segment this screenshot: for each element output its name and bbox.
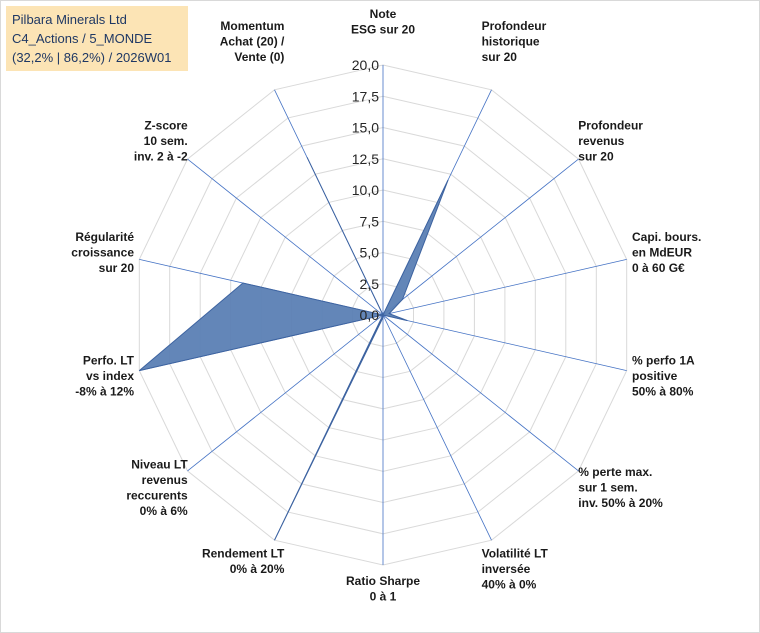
axis-spoke <box>382 158 579 316</box>
axis-label-line: inversée <box>482 562 531 576</box>
axis-label-line: vs index <box>86 369 134 383</box>
axis-label-line: ESG sur 20 <box>351 23 415 37</box>
axis-label-line: Ratio Sharpe <box>346 574 420 588</box>
axis-label-line: en MdEUR <box>632 245 692 259</box>
axis-label-line: reccurents <box>126 488 188 502</box>
tick-label: 20,0 <box>352 57 379 73</box>
axis-label-line: sur 1 sem. <box>578 481 637 495</box>
axis-label-line: historique <box>482 35 540 49</box>
tick-label: 10,0 <box>352 182 379 198</box>
tick-label: 2,5 <box>360 276 380 292</box>
axis-label: Ratio Sharpe 0 à 1 <box>346 574 420 604</box>
tick-labels: 0,0 2,5 5,0 7,5 10,0 12,5 15,0 17,5 20,0 <box>352 57 379 323</box>
axis-label-line: Rendement LT <box>202 547 285 561</box>
axis-label: Rendement LT0% à 20% <box>202 547 285 577</box>
title-category: C4_Actions / 5_MONDE <box>12 31 153 46</box>
tick-label: 0,0 <box>360 307 380 323</box>
axis-spoke <box>187 158 384 316</box>
axis-label-line: Volatilité LT <box>482 547 549 561</box>
axis-label-line: % perfo 1A <box>632 354 695 368</box>
axis-label-line: Profondeur <box>578 118 643 132</box>
axis-label-line: positive <box>632 369 678 383</box>
axis-label-line: 10 sem. <box>144 134 188 148</box>
tick-label: 15,0 <box>352 120 379 136</box>
axis-label: Note ESG sur 20 <box>351 7 415 37</box>
axis-label-line: Profondeur <box>482 19 547 33</box>
axis-spoke <box>382 314 627 371</box>
tick-label: 12,5 <box>352 151 379 167</box>
axis-label-line: 0% à 6% <box>140 504 188 518</box>
axis-label-line: Momentum <box>220 19 284 33</box>
axis-label-line: Perfo. LT <box>83 354 135 368</box>
series-area <box>138 157 449 541</box>
axis-label-line: Capi. bours. <box>632 230 701 244</box>
axis-label: Momentum Achat (20) /Vente (0) <box>220 19 285 64</box>
axis-spoke <box>187 314 384 472</box>
title-company: Pilbara Minerals Ltd <box>12 12 127 27</box>
tick-label: 5,0 <box>360 245 380 261</box>
axis-label-line: -8% à 12% <box>75 385 134 399</box>
axis-label-line: Note <box>370 7 397 21</box>
axis-label-line: inv. 2 à -2 <box>134 149 188 163</box>
axis-label-line: Régularité <box>75 230 134 244</box>
axis-label: Capi. bours.en MdEUR 0 à 60 G€ <box>632 230 701 275</box>
axis-spoke <box>382 314 492 541</box>
axis-label: Z-score 10 sem.inv. 2 à -2 <box>134 118 188 163</box>
axis-label-line: sur 20 <box>482 50 518 64</box>
series-layer <box>138 157 449 541</box>
axis-label-line: 40% à 0% <box>482 578 537 592</box>
axis-label-line: 0 à 60 G€ <box>632 261 685 275</box>
tick-label: 17,5 <box>352 88 379 104</box>
axis-label-line: revenus <box>142 473 188 487</box>
axis-label-line: inv. 50% à 20% <box>578 496 663 510</box>
chart-title-box: Pilbara Minerals Ltd C4_Actions / 5_MOND… <box>6 6 188 71</box>
title-scores-week: (32,2% | 86,2%) / 2026W01 <box>12 50 172 65</box>
axis-label-line: Z-score <box>144 118 188 132</box>
axis-label-line: % perte max. <box>578 465 652 479</box>
axis-label-line: sur 20 <box>578 149 614 163</box>
axis-spoke <box>382 314 579 472</box>
axis-label-line: Achat (20) / <box>220 35 285 49</box>
axis-label-line: revenus <box>578 134 624 148</box>
axis-label-line: croissance <box>71 245 134 259</box>
axis-label-line: Vente (0) <box>234 50 284 64</box>
axis-label-line: 0% à 20% <box>230 562 285 576</box>
axis-label-line: sur 20 <box>99 261 135 275</box>
axis-label-line: 50% à 80% <box>632 385 694 399</box>
axis-spoke <box>382 259 627 316</box>
tick-label: 7,5 <box>360 213 380 229</box>
axis-label-line: 0 à 1 <box>370 590 397 604</box>
axis-label-line: Niveau LT <box>131 457 188 471</box>
axis-label: % perte max. sur 1 sem.inv. 50% à 20% <box>578 465 663 510</box>
